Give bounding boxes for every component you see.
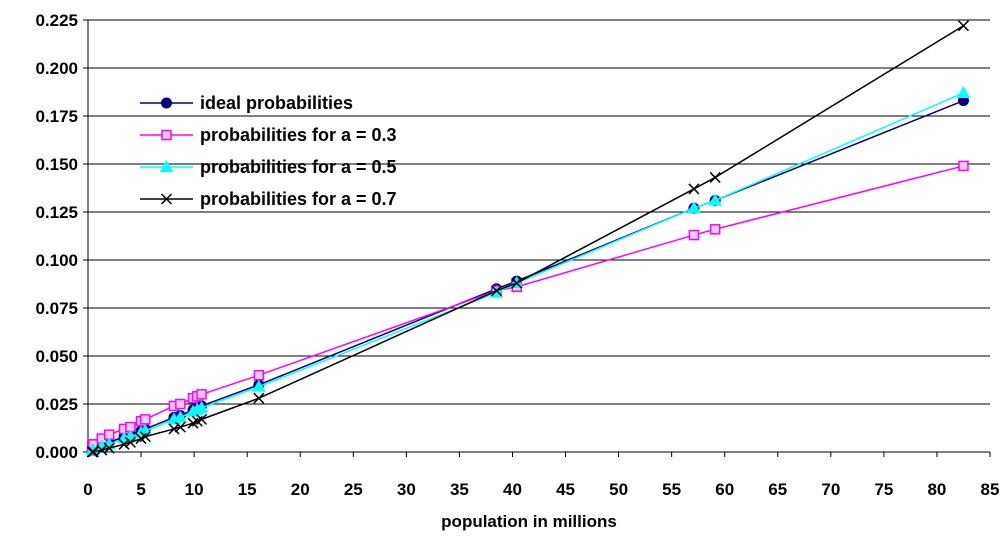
x-tick-label: 40 xyxy=(503,480,522,499)
legend-label: probabilities for a = 0.7 xyxy=(200,189,397,209)
data-point xyxy=(160,193,173,205)
x-marker-stroke xyxy=(491,285,503,297)
y-tick-label: 0.050 xyxy=(35,347,78,366)
x-tick-label: 20 xyxy=(291,480,310,499)
data-point xyxy=(161,129,172,141)
series-line xyxy=(92,92,964,451)
series-line xyxy=(92,25,964,453)
x-marker-stroke xyxy=(124,436,136,448)
x-tick-label: 30 xyxy=(397,480,416,499)
data-point xyxy=(124,436,136,448)
x-tick-label: 5 xyxy=(136,480,145,499)
data-point xyxy=(168,423,180,435)
data-point xyxy=(173,410,188,423)
data-point xyxy=(253,369,265,381)
data-point xyxy=(708,193,723,206)
legend-label: probabilities for a = 0.3 xyxy=(200,125,397,145)
data-point xyxy=(196,413,208,425)
data-point xyxy=(687,201,701,214)
data-point xyxy=(958,160,969,172)
x-tick-label: 75 xyxy=(874,480,893,499)
y-tick-label: 0.100 xyxy=(35,251,78,270)
data-point xyxy=(139,431,151,443)
x-tick-label: 10 xyxy=(185,480,204,499)
data-point xyxy=(709,171,721,183)
data-point xyxy=(118,438,130,450)
data-point xyxy=(87,446,99,458)
data-point xyxy=(86,446,98,458)
x-marker-stroke xyxy=(139,431,151,443)
legend-item: probabilities for a = 0.5 xyxy=(140,157,397,177)
y-tick-label: 0.075 xyxy=(35,299,78,318)
series-4 xyxy=(86,20,970,458)
x-tick-label: 35 xyxy=(450,480,469,499)
x-marker-stroke xyxy=(511,277,523,289)
x-marker-stroke xyxy=(253,392,265,404)
y-tick-label: 0.225 xyxy=(35,11,78,30)
y-tick-labels: 0.000 0.025 0.050 0.075 0.100 0.125 0.150 0.175… xyxy=(35,11,78,462)
x-marker-stroke xyxy=(957,20,970,32)
legend-item: probabilities for a = 0.7 xyxy=(140,189,397,209)
y-tick-label: 0.000 xyxy=(35,443,78,462)
y-tick-label: 0.150 xyxy=(35,155,78,174)
x-tick-label: 80 xyxy=(927,480,946,499)
x-marker-stroke xyxy=(118,438,130,450)
legend-item: probabilities for a = 0.3 xyxy=(140,125,397,145)
x-tick-label: 70 xyxy=(821,480,840,499)
x-tick-label: 45 xyxy=(556,480,575,499)
data-point xyxy=(161,97,172,109)
legend-label: probabilities for a = 0.5 xyxy=(200,157,397,177)
data-point xyxy=(194,400,209,413)
data-point xyxy=(709,224,721,235)
x-axis-title: population in millions xyxy=(441,512,617,531)
data-point xyxy=(174,421,186,433)
legend: ideal probabilities probabilities for a =… xyxy=(140,93,397,209)
data-point xyxy=(96,444,108,456)
x-marker-stroke xyxy=(160,193,173,205)
gridlines xyxy=(88,19,990,405)
x-tick-labels: 0 5 10 15 20 25 30 35 40 45 50 55 60 65 70 75 80 85 xyxy=(83,480,999,499)
x-marker-stroke xyxy=(86,446,98,458)
data-point xyxy=(251,379,266,392)
data-point xyxy=(253,392,265,404)
data-point xyxy=(175,398,186,410)
data-point xyxy=(140,414,151,425)
legend-label: ideal probabilities xyxy=(200,93,353,113)
series-layer xyxy=(85,20,971,458)
data-point xyxy=(956,85,971,98)
x-marker-stroke xyxy=(168,423,180,435)
x-marker-stroke xyxy=(96,444,108,456)
data-point xyxy=(688,183,700,195)
x-marker-stroke xyxy=(87,446,99,458)
x-tick-label: 60 xyxy=(715,480,734,499)
axes xyxy=(83,19,991,457)
data-point xyxy=(957,20,970,32)
x-marker-stroke xyxy=(103,442,115,454)
y-tick-label: 0.025 xyxy=(35,395,78,414)
x-marker-stroke xyxy=(688,183,700,195)
data-point xyxy=(196,389,207,400)
x-tick-label: 0 xyxy=(83,480,92,499)
y-tick-label: 0.125 xyxy=(35,203,78,222)
data-point xyxy=(103,442,115,454)
x-tick-label: 15 xyxy=(238,480,257,499)
series-line xyxy=(92,99,964,451)
x-tick-label: 50 xyxy=(609,480,628,499)
x-marker-stroke xyxy=(196,413,208,425)
data-point xyxy=(491,285,503,297)
x-marker-stroke xyxy=(709,171,721,183)
x-tick-label: 65 xyxy=(768,480,787,499)
data-point xyxy=(688,229,700,241)
x-tick-label: 25 xyxy=(344,480,363,499)
y-tick-label: 0.175 xyxy=(35,107,78,126)
x-marker-stroke xyxy=(174,421,186,433)
data-point xyxy=(511,277,523,289)
data-point xyxy=(159,159,174,172)
x-tick-label: 85 xyxy=(981,480,1000,499)
legend-item: ideal probabilities xyxy=(140,93,353,113)
y-tick-label: 0.200 xyxy=(35,59,78,78)
x-tick-label: 55 xyxy=(662,480,681,499)
